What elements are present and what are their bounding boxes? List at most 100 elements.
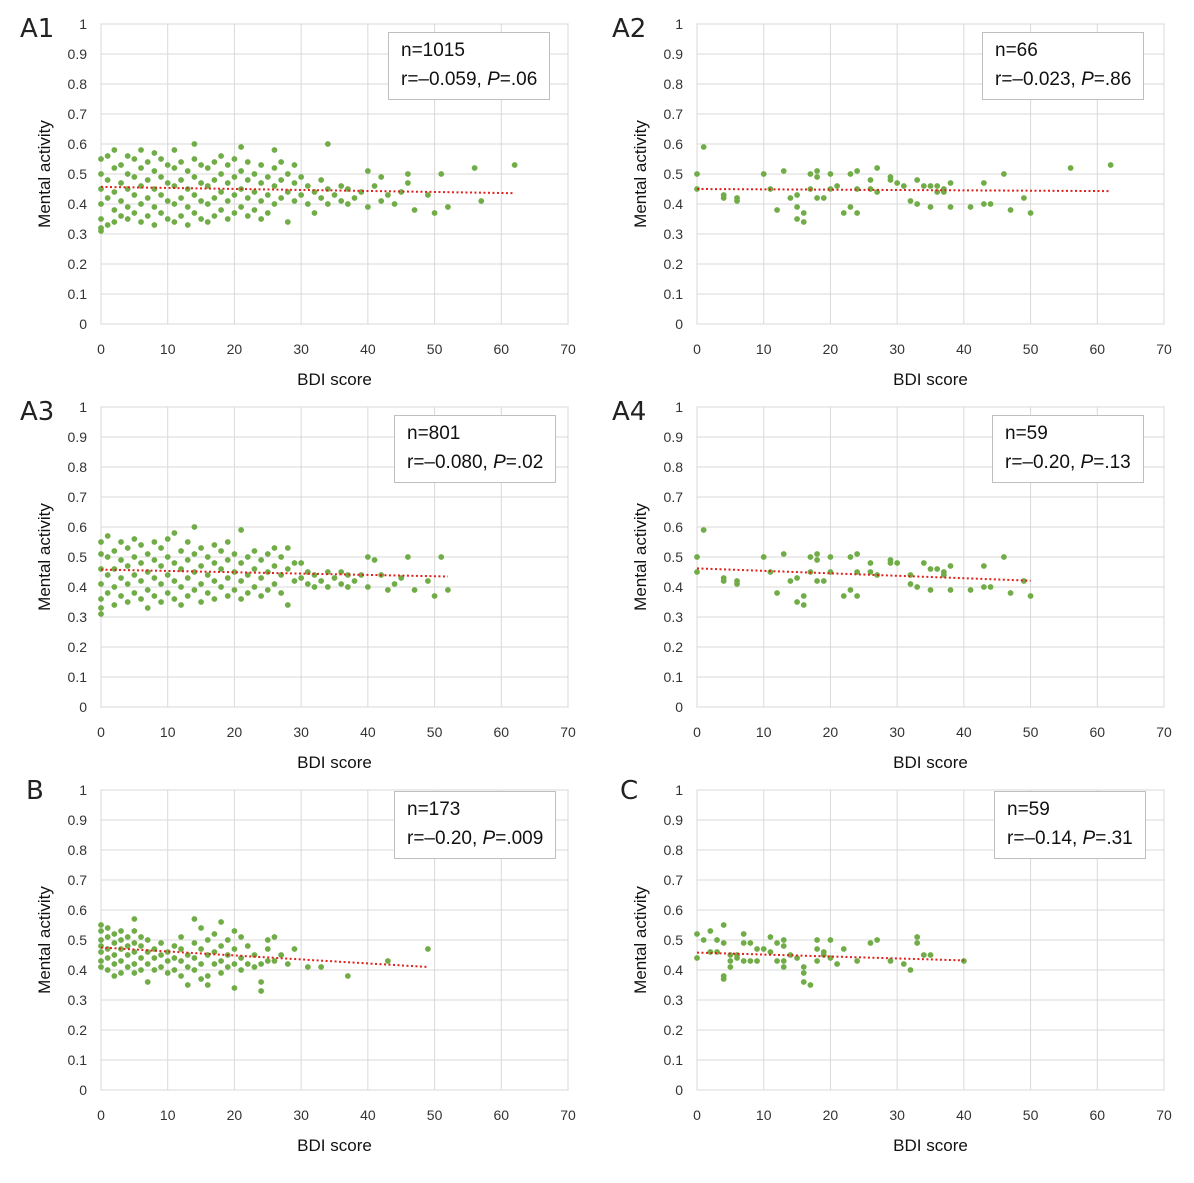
data-point	[158, 581, 164, 587]
data-point	[920, 560, 927, 566]
data-point	[104, 925, 111, 931]
data-point	[1021, 195, 1027, 201]
data-point	[404, 180, 411, 186]
y-tick-label: 0.8	[664, 459, 684, 475]
data-point	[124, 216, 131, 222]
data-point	[151, 222, 158, 228]
data-point	[887, 560, 894, 566]
data-point	[900, 183, 907, 189]
data-point	[191, 916, 198, 922]
data-point	[780, 943, 787, 949]
data-point	[431, 210, 438, 216]
data-point	[211, 195, 218, 201]
x-tick-label: 20	[227, 341, 243, 357]
x-tick-label: 40	[360, 724, 376, 740]
data-point	[238, 596, 245, 602]
data-point	[304, 183, 311, 189]
data-point	[164, 536, 171, 542]
data-point	[404, 554, 411, 560]
stats-box: n=59 r=–0.14, P=.31	[994, 791, 1146, 859]
data-point	[774, 958, 780, 964]
data-point	[191, 955, 198, 961]
data-point	[218, 171, 224, 177]
data-point	[238, 144, 245, 150]
data-point	[231, 156, 238, 162]
x-tick-label: 10	[756, 341, 772, 357]
data-point	[814, 578, 820, 584]
data-point	[184, 575, 191, 581]
data-point	[211, 560, 218, 566]
y-tick-label: 0.4	[664, 962, 684, 978]
data-point	[178, 973, 184, 979]
data-point	[178, 946, 184, 952]
data-point	[198, 946, 204, 952]
data-point	[284, 566, 291, 572]
data-point	[378, 198, 385, 204]
data-point	[847, 204, 854, 210]
x-tick-label: 60	[493, 1107, 509, 1123]
data-point	[231, 174, 238, 180]
stats-box: n=1015 r=–0.059, P=.06	[388, 32, 551, 100]
data-point	[124, 934, 131, 940]
p-label: P	[1080, 452, 1094, 473]
data-point	[920, 952, 927, 958]
data-point	[111, 189, 118, 195]
data-point	[124, 952, 131, 958]
data-point	[947, 204, 954, 210]
data-point	[98, 937, 104, 943]
data-point	[854, 551, 861, 557]
data-point	[264, 174, 271, 180]
correlation-value: r=–0.20,	[407, 828, 483, 849]
data-point	[740, 931, 747, 937]
data-point	[231, 961, 238, 967]
correlation-line: r=–0.080, P=.02	[407, 448, 543, 477]
x-tick-label: 30	[293, 724, 309, 740]
data-point	[191, 192, 198, 198]
data-point	[264, 551, 271, 557]
data-point	[720, 195, 727, 201]
data-point	[271, 958, 278, 964]
data-point	[231, 192, 238, 198]
data-point	[318, 177, 325, 183]
data-point	[124, 563, 131, 569]
data-point	[887, 177, 894, 183]
data-point	[164, 970, 171, 976]
y-tick-label: 0.9	[664, 429, 684, 445]
data-point	[198, 563, 204, 569]
data-point	[318, 578, 325, 584]
data-point	[244, 590, 251, 596]
data-point	[178, 548, 184, 554]
data-point	[331, 192, 338, 198]
data-point	[178, 195, 184, 201]
sample-size: n=801	[407, 423, 461, 444]
data-point	[834, 961, 840, 967]
data-point	[244, 572, 251, 578]
y-axis-title: Mental activity	[35, 886, 54, 994]
data-point	[284, 961, 291, 967]
data-point	[98, 225, 104, 231]
data-point	[238, 967, 245, 973]
x-tick-label: 10	[756, 1107, 772, 1123]
data-point	[364, 584, 371, 590]
data-point	[191, 587, 198, 593]
panel-label: A4	[612, 397, 647, 427]
p-label: P	[1081, 69, 1094, 90]
data-point	[198, 216, 204, 222]
data-point	[987, 201, 994, 207]
data-point	[358, 572, 365, 578]
data-point	[794, 599, 800, 605]
y-tick-label: 0.3	[68, 992, 88, 1008]
data-point	[138, 560, 144, 566]
x-tick-label: 30	[293, 1107, 309, 1123]
data-point	[138, 542, 144, 548]
x-tick-label: 10	[160, 1107, 176, 1123]
data-point	[947, 587, 954, 593]
data-point	[1000, 171, 1007, 177]
data-point	[820, 952, 827, 958]
data-point	[104, 222, 111, 228]
data-point	[118, 180, 124, 186]
data-point	[98, 949, 104, 955]
data-point	[774, 207, 780, 213]
data-point	[131, 949, 138, 955]
data-point	[338, 581, 345, 587]
